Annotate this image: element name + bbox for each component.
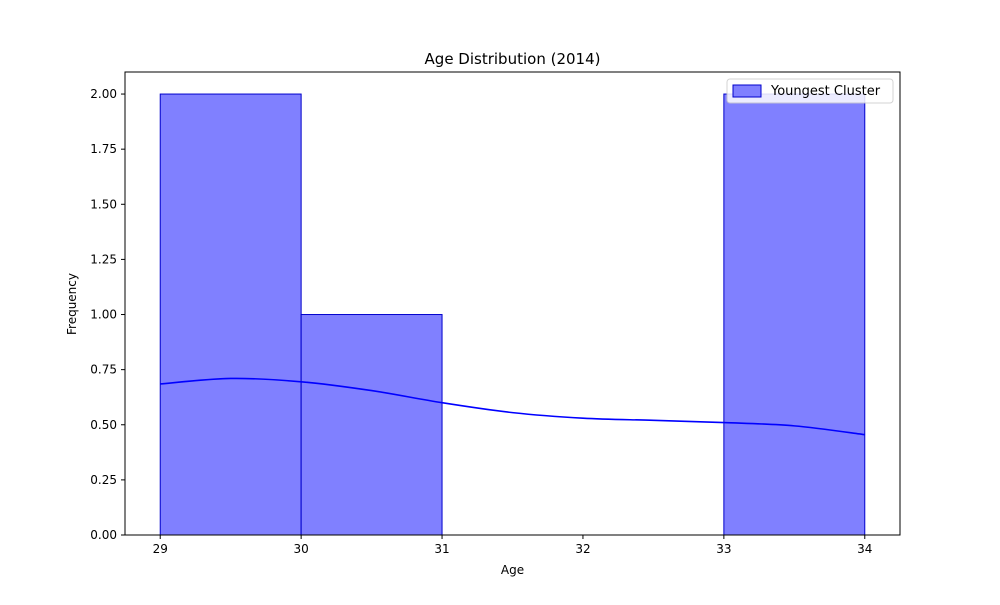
y-tick-label: 1.50 <box>90 197 117 211</box>
histogram-bar-1 <box>300 314 443 536</box>
legend-label: Youngest Cluster <box>770 84 881 99</box>
histogram-bar-0 <box>159 93 302 536</box>
y-tick-label: 1.00 <box>90 308 117 322</box>
chart-title: Age Distribution (2014) <box>425 50 601 68</box>
histogram-bar-4 <box>723 93 866 536</box>
y-tick-label: 0.50 <box>90 418 117 432</box>
y-axis-label: Frequency <box>65 273 79 335</box>
y-tick-label: 0.25 <box>90 473 117 487</box>
legend: Youngest Cluster <box>726 78 894 104</box>
plot-frame <box>124 71 901 536</box>
y-tick-label: 1.25 <box>90 252 117 266</box>
x-tick-label: 32 <box>575 542 590 556</box>
legend-swatch <box>732 84 762 98</box>
y-tick-label: 0.00 <box>90 528 117 542</box>
x-tick-label: 29 <box>153 542 168 556</box>
kde-curve <box>160 377 865 436</box>
bars-layer <box>159 93 866 536</box>
axes-layer: 29 30 31 32 33 34 0.00 0.25 0.50 0.75 1.00 1.25 1.50… <box>90 71 901 556</box>
legend-frame <box>726 78 894 104</box>
y-tick-label: 0.75 <box>90 363 117 377</box>
x-tick-label: 30 <box>293 542 308 556</box>
kde-layer <box>160 377 865 436</box>
y-tick-label: 1.75 <box>90 142 117 156</box>
x-tick-label: 34 <box>857 542 872 556</box>
x-tick-label: 33 <box>716 542 731 556</box>
x-axis-label: Age <box>501 563 524 577</box>
y-tick-label: 2.00 <box>90 87 117 101</box>
x-tick-label: 31 <box>434 542 449 556</box>
